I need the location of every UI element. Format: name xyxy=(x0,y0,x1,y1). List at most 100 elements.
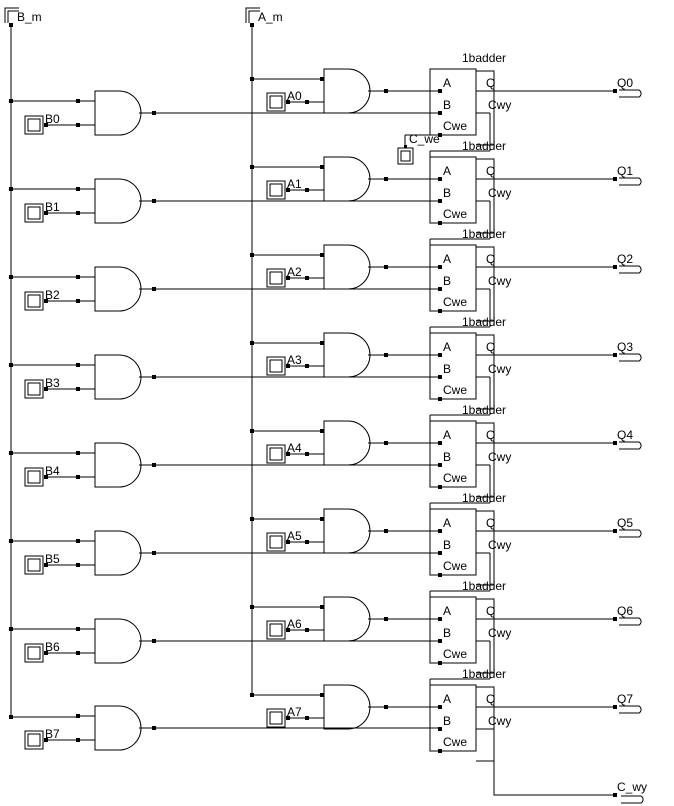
input-pin-inner xyxy=(269,271,283,285)
adder-pin-q: Q xyxy=(486,428,495,442)
carry-out-output[interactable]: C_wy xyxy=(493,728,647,804)
junction-dot xyxy=(305,540,309,544)
adder-pin-c: Cwe xyxy=(443,647,467,661)
input-pin-inner xyxy=(269,95,283,109)
input-pin-outer[interactable] xyxy=(266,180,286,200)
adder-body[interactable] xyxy=(429,332,477,400)
output-pin-body xyxy=(619,617,642,626)
adder-body[interactable] xyxy=(429,244,477,312)
output-pin-label: Q7 xyxy=(617,692,633,706)
adder-pin-co: Cwy xyxy=(488,274,511,288)
output-pin-label: Q0 xyxy=(617,76,633,90)
adder-pin-co: Cwy xyxy=(488,450,511,464)
input-pin-outer[interactable] xyxy=(24,115,44,135)
junction-dot xyxy=(438,617,442,621)
input-pin-label: B3 xyxy=(45,376,60,390)
adder-title: 1badder xyxy=(462,51,506,65)
and-gate[interactable] xyxy=(323,244,371,290)
b-bus-input[interactable]: B_m xyxy=(4,7,42,27)
adder-title: 1badder xyxy=(462,403,506,417)
input-pin-inner xyxy=(27,382,41,396)
and-gate[interactable] xyxy=(323,508,371,554)
junction-dot xyxy=(76,651,80,655)
input-pin-outer[interactable] xyxy=(24,643,44,663)
input-pin-label: B1 xyxy=(45,200,60,214)
output-pin-label: Q2 xyxy=(617,252,633,266)
adder-body[interactable] xyxy=(429,596,477,664)
carry-in-label: C_we xyxy=(409,132,440,146)
output-pin-label: Q1 xyxy=(617,164,633,178)
a-bus-label: A_m xyxy=(258,10,283,24)
junction-dot xyxy=(438,89,442,93)
adder-body[interactable] xyxy=(429,420,477,488)
junction-dot xyxy=(438,265,442,269)
input-pin-outer[interactable] xyxy=(266,708,286,728)
junction-dot xyxy=(438,639,442,643)
input-pin-outer[interactable] xyxy=(24,730,44,750)
adder-pin-q: Q xyxy=(486,252,495,266)
and-gate[interactable] xyxy=(323,420,371,466)
input-pin-inner xyxy=(27,118,41,132)
adder-pin-b: B xyxy=(443,538,451,552)
input-pin-outer[interactable] xyxy=(24,467,44,487)
input-pin-outer[interactable] xyxy=(266,268,286,288)
input-pin-inner xyxy=(27,646,41,660)
junction-dot xyxy=(305,188,309,192)
carry-in-input[interactable]: C_we xyxy=(397,132,440,165)
adder-body[interactable] xyxy=(429,508,477,576)
input-pin-label: B2 xyxy=(45,288,60,302)
output-pin-body xyxy=(619,265,642,274)
input-pin-outer[interactable] xyxy=(24,379,44,399)
output-pin-body xyxy=(619,705,642,714)
and-gate[interactable] xyxy=(323,596,371,642)
and-gate[interactable] xyxy=(323,684,371,730)
and-gate[interactable] xyxy=(323,68,371,114)
input-pin-outer[interactable] xyxy=(266,92,286,112)
adder-body[interactable] xyxy=(429,684,477,752)
adder-wiring xyxy=(476,158,495,234)
adder-pin-co: Cwy xyxy=(488,186,511,200)
output-pin-body xyxy=(619,529,642,538)
junction-dot xyxy=(438,441,442,445)
input-pin-outer[interactable] xyxy=(266,532,286,552)
adder-body[interactable] xyxy=(429,68,477,136)
and-gate[interactable] xyxy=(94,90,142,136)
adder-pin-a: A xyxy=(443,604,451,618)
and-gate[interactable] xyxy=(94,442,142,488)
and-gate[interactable] xyxy=(94,618,142,664)
input-pin-outer[interactable] xyxy=(24,555,44,575)
junction-dot xyxy=(305,276,309,280)
junction-dot xyxy=(76,123,80,127)
and-gate[interactable] xyxy=(94,354,142,400)
adder-pin-a: A xyxy=(443,164,451,178)
adder-pin-b: B xyxy=(443,274,451,288)
input-pin-outer[interactable] xyxy=(266,444,286,464)
adder-pin-co: Cwy xyxy=(488,626,511,640)
input-pin-outer[interactable] xyxy=(24,291,44,311)
input-pin-label: B7 xyxy=(45,727,60,741)
input-pin-outer[interactable] xyxy=(266,620,286,640)
junction-dot xyxy=(613,177,617,181)
adder-pin-co: Cwy xyxy=(488,538,511,552)
input-pin-outer[interactable] xyxy=(266,356,286,376)
and-gate[interactable] xyxy=(323,332,371,378)
and-gate[interactable] xyxy=(323,156,371,202)
a-bus-input[interactable]: A_m xyxy=(245,7,283,27)
junction-dot xyxy=(320,165,324,169)
and-gate[interactable] xyxy=(94,705,142,751)
junction-dot xyxy=(438,551,442,555)
junction-dot xyxy=(305,628,309,632)
junction-dot xyxy=(320,517,324,521)
adder-pin-q: Q xyxy=(486,692,495,706)
input-pin-outer[interactable] xyxy=(24,203,44,223)
and-gate[interactable] xyxy=(94,178,142,224)
junction-dot xyxy=(76,299,80,303)
adder-body[interactable] xyxy=(429,156,477,224)
junction-dot xyxy=(320,429,324,433)
junction-dot xyxy=(76,187,80,191)
and-gate[interactable] xyxy=(94,266,142,312)
and-gate[interactable] xyxy=(94,530,142,576)
output-pin-label: Q6 xyxy=(617,604,633,618)
